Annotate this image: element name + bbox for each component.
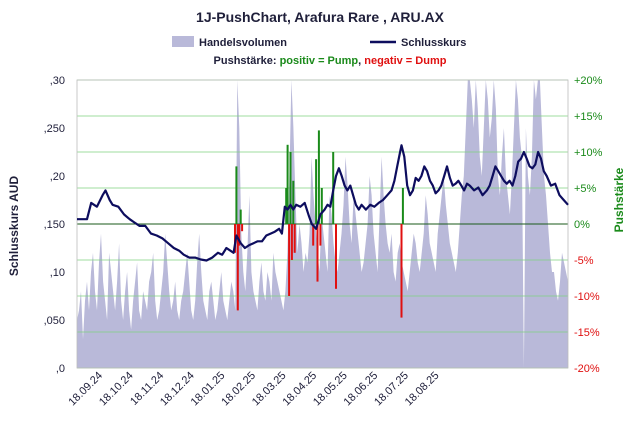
y-tick-label: ,150: [44, 219, 65, 231]
legend-price-label: Schlusskurs: [401, 37, 466, 49]
push-bar-positive: [315, 159, 318, 224]
y2-tick-label: +15%: [574, 111, 603, 123]
push-bar-positive: [320, 188, 323, 224]
push-legend-positive: positiv = Pump: [280, 55, 359, 67]
push-legend: Pushstärke: positiv = Pump, negativ = Du…: [214, 55, 447, 67]
y2-tick-label: +5%: [574, 183, 597, 195]
push-bar-positive: [292, 180, 295, 224]
y-tick-label: ,30: [50, 75, 65, 87]
y-tick-label: ,10: [50, 267, 65, 279]
push-bar-positive: [286, 144, 289, 224]
push-bar-positive: [235, 166, 238, 224]
push-bar-negative: [400, 224, 403, 318]
x-axis: 18.09.2418.10.2418.11.2418.12.2418.01.25…: [66, 370, 441, 409]
legend-volume-label: Handelsvolumen: [199, 37, 287, 49]
push-bar-negative: [238, 224, 241, 246]
y2-tick-label: +10%: [574, 147, 603, 159]
y2-tick-label: +20%: [574, 75, 603, 87]
push-bar-positive: [401, 188, 404, 224]
legend-volume-swatch: [172, 36, 194, 47]
push-bar-positive: [289, 152, 292, 224]
push-bar-positive: [285, 188, 288, 224]
push-bar-negative: [236, 224, 239, 311]
push-bar-negative: [319, 224, 322, 246]
x-tick-label: 18.10.24: [97, 370, 136, 409]
push-bar-negative: [288, 224, 291, 296]
legend: Handelsvolumen Schlusskurs Pushstärke: p…: [172, 36, 466, 67]
push-bar-positive: [239, 209, 242, 224]
chart-title: 1J-PushChart, Arafura Rare , ARU.AX: [196, 9, 445, 25]
y2-tick-label: 0%: [574, 219, 590, 231]
push-bar-negative: [316, 224, 319, 282]
push-bar-negative: [290, 224, 293, 260]
push-bar-negative: [293, 224, 296, 253]
push-bar-positive: [317, 130, 320, 224]
y2-tick-label: -20%: [574, 363, 600, 375]
plot-border: [76, 79, 569, 369]
y2-tick-label: -5%: [574, 255, 594, 267]
push-bar-negative: [312, 224, 315, 246]
push-legend-separator: ,: [358, 55, 364, 67]
y-tick-label: ,20: [50, 171, 65, 183]
push-legend-prefix: Pushstärke:: [214, 55, 280, 67]
y2-tick-label: -10%: [574, 291, 600, 303]
y-axis-title: Schlusskurs AUD: [7, 176, 21, 277]
push-bar-negative: [335, 224, 337, 289]
y-axis-right: +20% +15% +10% +5% 0% -5% -10% -15% -20%: [574, 75, 603, 375]
y2-tick-label: -15%: [574, 327, 600, 339]
push-bar-negative: [241, 224, 244, 232]
push-legend-negative: negativ = Dump: [364, 55, 446, 67]
y-tick-label: ,250: [44, 123, 65, 135]
plot-area: [76, 79, 569, 369]
y-tick-label: ,0: [56, 363, 65, 375]
y-tick-label: ,050: [44, 315, 65, 327]
x-tick-label: 18.08.25: [403, 370, 442, 409]
price-line: [77, 144, 569, 262]
y2-axis-title: Pushstärke: [612, 167, 626, 232]
y-axis-left: ,0 ,050 ,10 ,150 ,20 ,250 ,30: [44, 75, 65, 375]
